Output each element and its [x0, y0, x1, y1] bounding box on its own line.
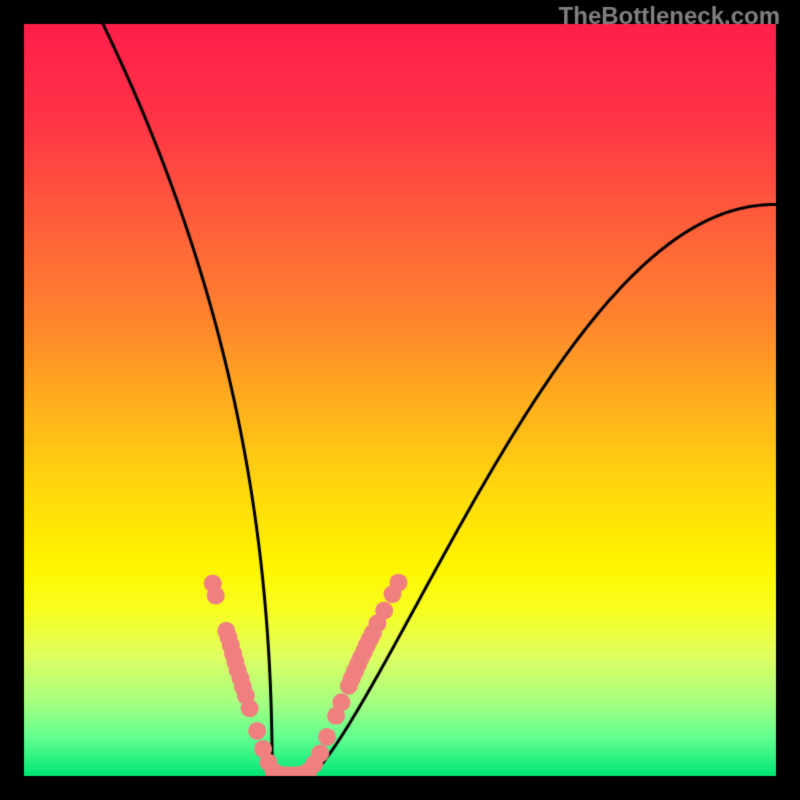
- bottleneck-chart-canvas: [0, 0, 800, 800]
